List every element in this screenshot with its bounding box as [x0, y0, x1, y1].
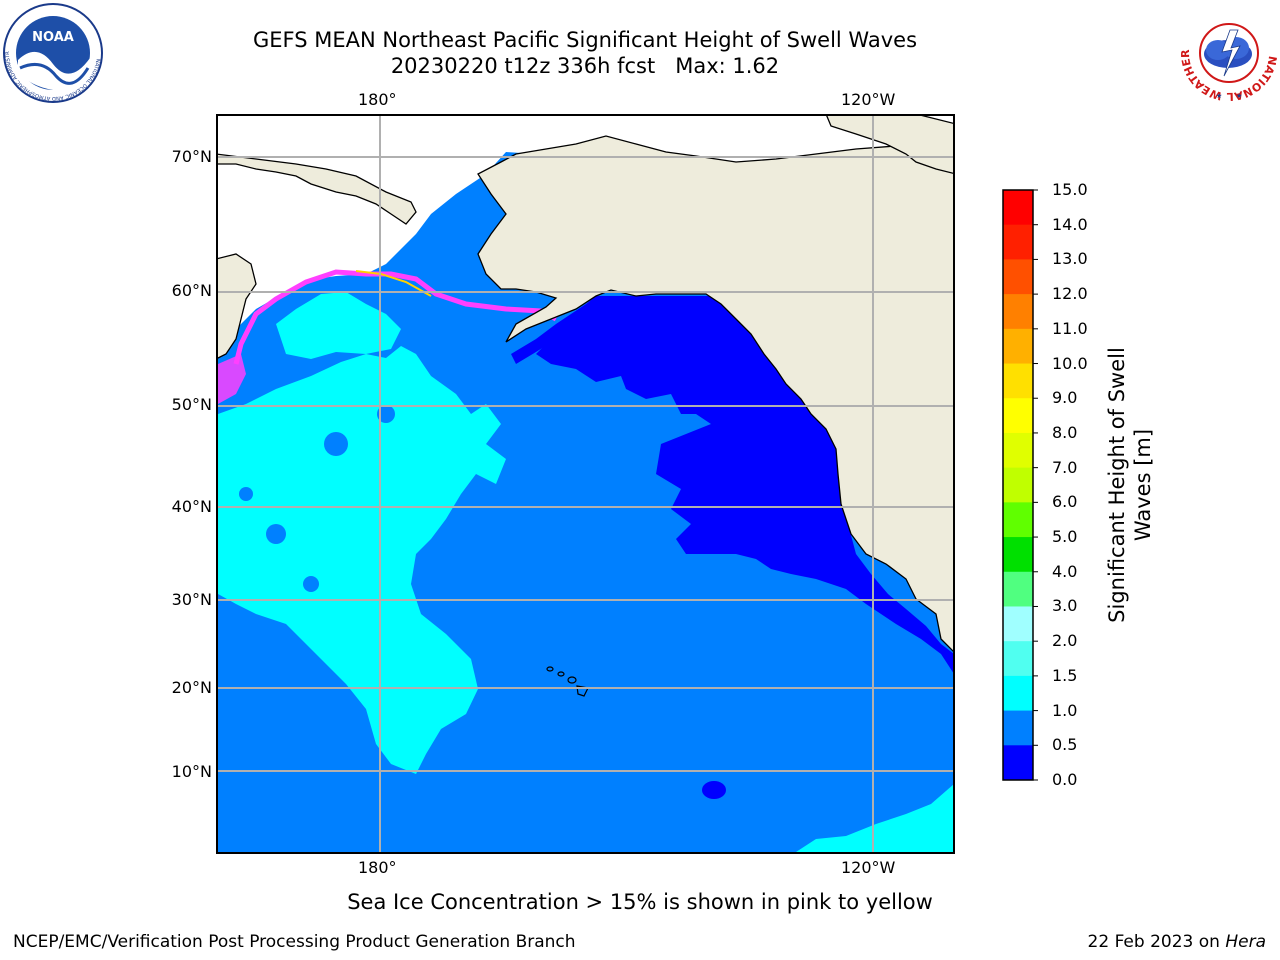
colorbar-tick-label: 1.0: [1052, 700, 1078, 720]
colorbar-swatch: [1003, 294, 1033, 330]
chart-subtitle: 20230220 t12z 336h fcst Max: 1.62: [390, 54, 780, 78]
colorbar-swatch: [1003, 190, 1033, 226]
colorbar-swatch: [1003, 328, 1033, 365]
colorbar-frame: [1002, 189, 1034, 781]
lat-label-40n: 40°N: [171, 497, 212, 516]
colorbar-tick-label: 13.0: [1052, 249, 1088, 269]
sea-ice-caption: Sea Ice Concentration > 15% is shown in …: [347, 890, 933, 914]
colorbar-tick-label: 14.0: [1052, 214, 1088, 234]
lon-label-bottom-180: 180°: [358, 858, 397, 877]
colorbar: [1002, 189, 1038, 781]
colorbar-tick-label: 12.0: [1052, 284, 1088, 304]
colorbar-tick-label: 11.0: [1052, 318, 1088, 338]
colorbar-tick-label: 10.0: [1052, 353, 1088, 373]
colorbar-swatch: [1003, 259, 1033, 295]
lat-label-30n: 30°N: [171, 590, 212, 609]
footer-credit: NCEP/EMC/Verification Post Processing Pr…: [13, 932, 576, 952]
colorbar-swatch: [1003, 675, 1033, 712]
colorbar-swatch: [1003, 502, 1033, 538]
land-siberia: [217, 153, 417, 225]
colorbar-label: Significant Height of Swell Waves [m]: [1105, 347, 1155, 623]
nws-logo: NATIONAL WEATHER SERVICE ★ ★: [1178, 2, 1279, 103]
colorbar-tick-label: 8.0: [1052, 422, 1078, 442]
swell-0-0.5-region: [536, 296, 954, 674]
colorbar-swatch: [1003, 710, 1033, 746]
svg-text:★: ★: [1216, 92, 1222, 100]
lat-label-70n: 70°N: [171, 147, 212, 166]
noaa-logo: NOAA NATIONAL OCEANIC AND ATMOSPHERIC AD…: [2, 2, 103, 103]
colorbar-swatch: [1003, 641, 1033, 677]
sea-ice-fringe-west: [218, 354, 246, 404]
swell-1.0-1.5-north: [276, 292, 401, 359]
land-kamchatka: [217, 253, 257, 360]
swell-1.0-1.5-southeast: [796, 784, 954, 852]
colorbar-tick-label: 3.0: [1052, 596, 1078, 616]
svg-text:★: ★: [1236, 92, 1242, 100]
swell-1.0-1.5-region: [218, 346, 506, 774]
sea-ice-yellow-edge: [355, 270, 432, 297]
colorbar-swatch: [1003, 398, 1033, 434]
colorbar-tick-label: 9.0: [1052, 388, 1078, 408]
swell-height-map: [216, 114, 955, 854]
lon-label-top-120w: 120°W: [841, 90, 896, 109]
svg-text:NOAA: NOAA: [32, 30, 74, 45]
colorbar-tick-label: 7.0: [1052, 457, 1078, 477]
swell-0-0.5-patch: [702, 781, 726, 799]
graticule: [217, 115, 954, 853]
colorbar-tick-label: 0.0: [1052, 770, 1078, 789]
colorbar-tick-label: 15.0: [1052, 180, 1088, 199]
map-frame: [216, 114, 955, 854]
colorbar-tick-label: 6.0: [1052, 492, 1078, 512]
colorbar-swatch: [1003, 745, 1033, 781]
lon-label-bottom-120w: 120°W: [841, 858, 896, 877]
footer-date: 22 Feb 2023 on Hera: [1087, 932, 1266, 952]
colorbar-swatch: [1003, 606, 1033, 642]
colorbar-swatch: [1003, 224, 1033, 260]
swell-patches: [239, 405, 395, 592]
colorbar-swatch: [1003, 537, 1033, 573]
colorbar-swatch: [1003, 363, 1033, 399]
lat-label-50n: 50°N: [171, 395, 212, 414]
colorbar-tick-label: 1.5: [1052, 665, 1078, 685]
lon-label-top-180: 180°: [358, 90, 397, 109]
colorbar-tick-label: 2.0: [1052, 631, 1078, 651]
land-arctic-islands: [825, 115, 954, 175]
colorbar-swatch: [1003, 432, 1033, 469]
colorbar-swatch: [1003, 467, 1033, 503]
colorbar-tick-label: 0.5: [1052, 735, 1078, 755]
chart-title: GEFS MEAN Northeast Pacific Significant …: [252, 28, 918, 52]
lat-label-10n: 10°N: [171, 762, 212, 781]
colorbar-swatch: [1003, 571, 1033, 607]
lat-label-20n: 20°N: [171, 678, 212, 697]
colorbar-tick-label: 4.0: [1052, 561, 1078, 581]
colorbar-tick-label: 5.0: [1052, 527, 1078, 547]
lat-label-60n: 60°N: [171, 281, 212, 300]
swell-0-0.5-gulf: [511, 296, 596, 364]
land-north-america: [477, 135, 954, 653]
